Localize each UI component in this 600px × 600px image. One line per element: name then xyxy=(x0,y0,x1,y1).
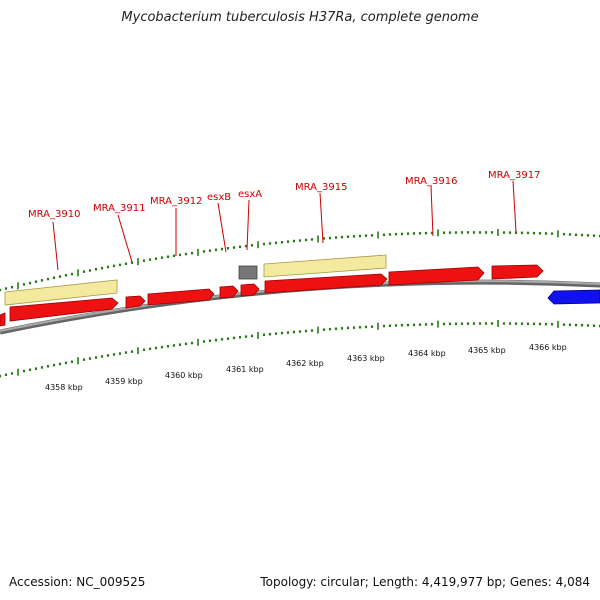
kbp-label: 4358 kbp xyxy=(45,383,83,392)
feature-band xyxy=(263,254,387,278)
genes xyxy=(0,264,600,327)
kbp-label: 4363 kbp xyxy=(347,354,385,363)
kbp-label: 4365 kbp xyxy=(468,346,506,355)
outer-tick-track xyxy=(0,229,600,292)
kbp-label: 4360 kbp xyxy=(165,371,203,380)
map-title: Mycobacterium tuberculosis H37Ra, comple… xyxy=(121,10,479,25)
gene-label: esxA xyxy=(238,189,262,200)
gene-label: MRA_3915 xyxy=(295,182,347,193)
kbp-label: 4361 kbp xyxy=(226,365,264,374)
gene-label: esxB xyxy=(207,192,231,203)
gene-label: MRA_3911 xyxy=(93,203,145,214)
kbp-label: 4364 kbp xyxy=(408,349,446,358)
gene-arrow-MRA_3917[interactable] xyxy=(491,264,544,280)
kbp-label: 4366 kbp xyxy=(529,343,567,352)
gene-arrow-MRA_3911[interactable] xyxy=(125,295,146,309)
feature-band xyxy=(4,279,118,306)
inner-tick-track xyxy=(0,320,600,378)
gene-arrow[interactable] xyxy=(0,312,6,327)
gene-label: MRA_3910 xyxy=(28,209,80,220)
gene-label: MRA_3917 xyxy=(488,170,540,181)
gene-arrow-esxA[interactable] xyxy=(240,283,260,297)
kbp-label: 4362 kbp xyxy=(286,359,324,368)
gene-labels: MRA_3910 MRA_3911 MRA_3912 esxB esxA MRA… xyxy=(28,170,540,220)
feature-bands xyxy=(4,254,387,306)
genome-summary-text: Topology: circular; Length: 4,419,977 bp… xyxy=(260,575,590,589)
gene-label: MRA_3912 xyxy=(150,196,202,207)
gene-label-leaders xyxy=(52,180,517,271)
gene-arrow-MRA_3912[interactable] xyxy=(147,288,215,306)
kbp-label: 4359 kbp xyxy=(105,377,143,386)
kbp-labels: 4358 kbp 4359 kbp 4360 kbp 4361 kbp 4362… xyxy=(45,343,567,392)
gene-label: MRA_3916 xyxy=(405,176,457,187)
gene-arrow-esxB[interactable] xyxy=(219,285,239,299)
gene-arrow-MRA_3915[interactable] xyxy=(264,273,388,294)
gene-arrow-reverse[interactable] xyxy=(547,289,600,305)
accession-text: Accession: NC_009525 xyxy=(9,575,146,589)
gene-arrow-MRA_3910[interactable] xyxy=(9,297,119,322)
gene-other[interactable] xyxy=(238,265,258,280)
gene-arrow-MRA_3916[interactable] xyxy=(388,266,485,286)
